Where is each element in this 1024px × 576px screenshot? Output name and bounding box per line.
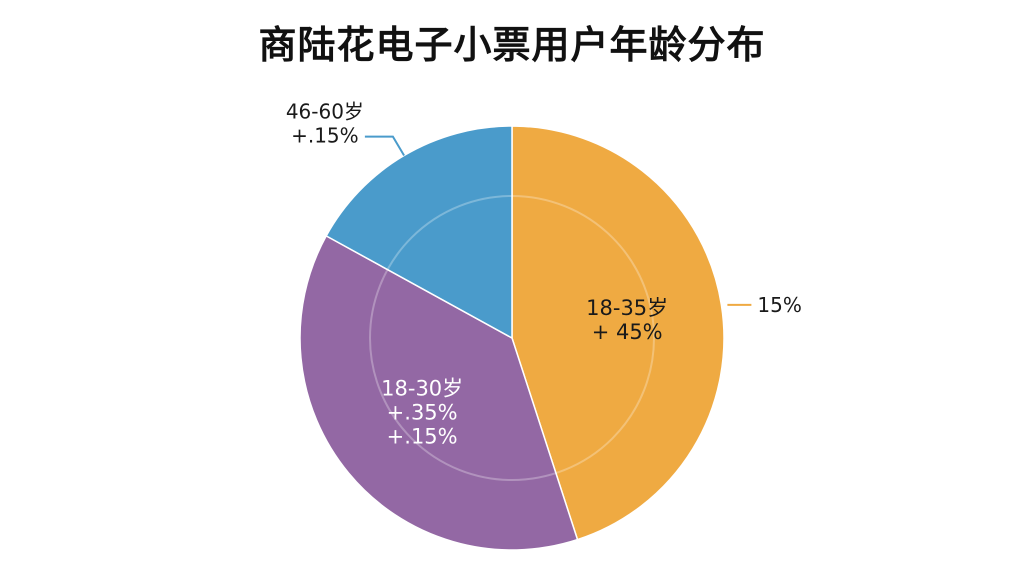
pie-slice-46-60 bbox=[325, 125, 513, 340]
pie-slices bbox=[299, 125, 725, 551]
pie-labels: 18-35岁+ 45% 15% 18-30岁+.35% +.15% 46-60岁+.15… bbox=[286, 100, 802, 449]
pie-slice-18-30 bbox=[299, 234, 579, 551]
callout-label-18-35: 15% bbox=[757, 293, 801, 317]
slice-label-18-35: 18-35岁+ 45% bbox=[586, 296, 668, 344]
chart-title: 商陆花电子小票用户年龄分布 bbox=[258, 23, 766, 67]
inner-ring bbox=[369, 195, 655, 481]
slice-label-18-30: 18-30岁+.35% +.15% bbox=[381, 376, 463, 448]
slice-label-46-60: 46-60岁+.15% bbox=[286, 100, 364, 148]
pie-slice-18-35 bbox=[511, 125, 725, 541]
leader-line-46-60 bbox=[364, 135, 405, 157]
